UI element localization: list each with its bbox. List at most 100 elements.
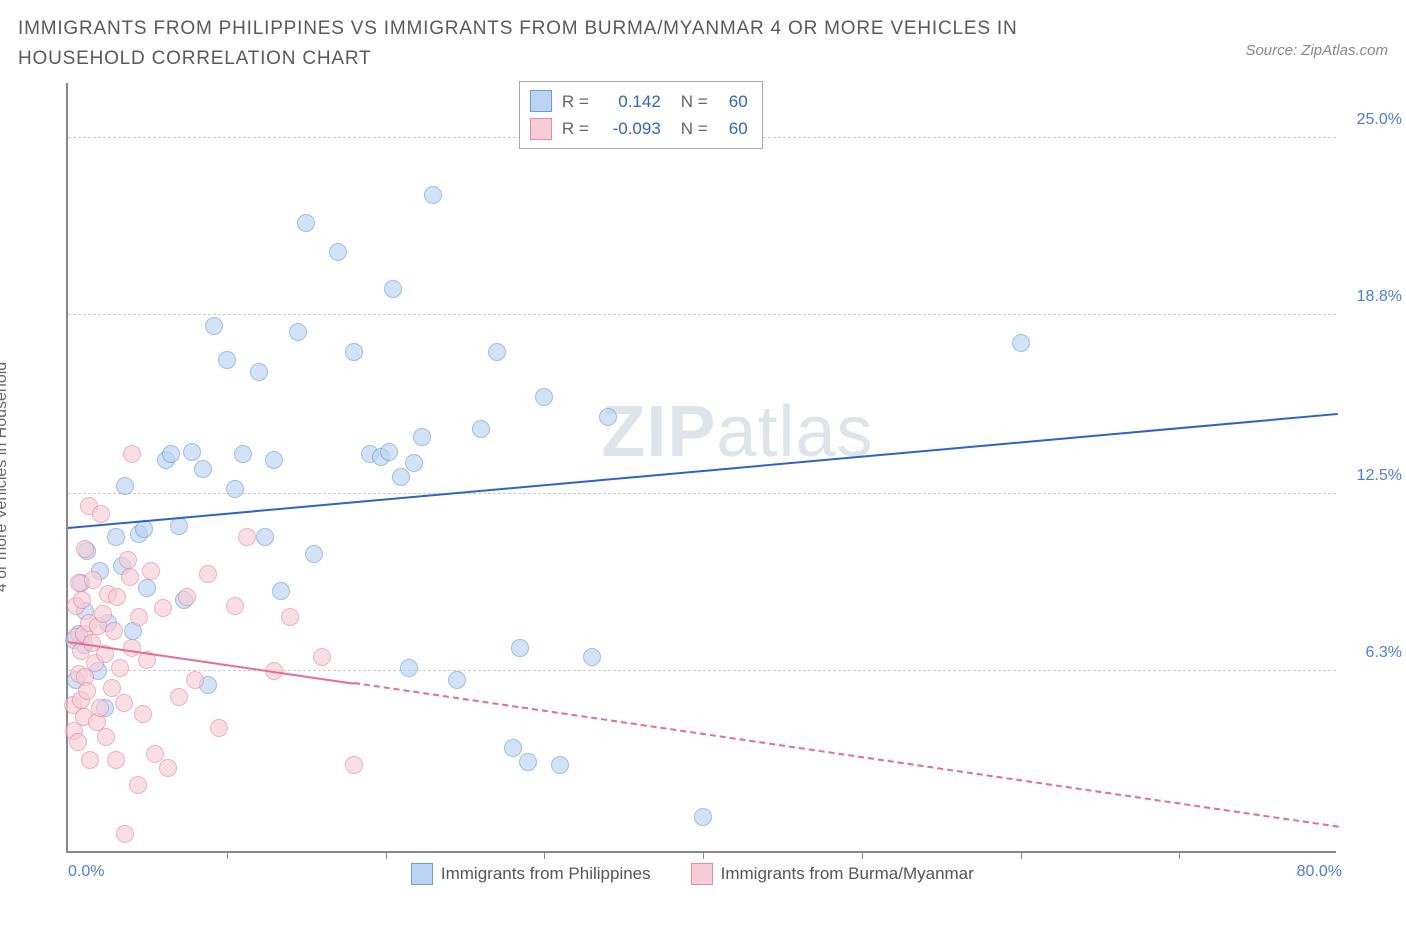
data-point	[108, 588, 126, 606]
data-point	[424, 186, 442, 204]
data-point	[119, 551, 137, 569]
data-point	[535, 388, 553, 406]
data-point	[551, 756, 569, 774]
data-point	[448, 671, 466, 689]
data-point	[218, 351, 236, 369]
legend-swatch	[530, 118, 552, 140]
data-point	[159, 759, 177, 777]
gridline	[68, 493, 1336, 494]
data-point	[583, 648, 601, 666]
data-point	[92, 505, 110, 523]
data-point	[256, 528, 274, 546]
data-point	[504, 739, 522, 757]
data-point	[694, 808, 712, 826]
data-point	[142, 562, 160, 580]
stats-legend-row: R =-0.093N =60	[530, 115, 748, 142]
stats-legend: R =0.142N =60R =-0.093N =60	[519, 81, 763, 149]
x-tick	[544, 851, 545, 859]
data-point	[281, 608, 299, 626]
data-point	[76, 540, 94, 558]
data-point	[313, 648, 331, 666]
data-point	[105, 622, 123, 640]
data-point	[345, 343, 363, 361]
legend-swatch	[691, 863, 713, 885]
data-point	[170, 688, 188, 706]
data-point	[84, 571, 102, 589]
data-point	[116, 477, 134, 495]
data-point	[1012, 334, 1030, 352]
data-point	[384, 280, 402, 298]
trend-line	[68, 412, 1338, 528]
data-point	[205, 317, 223, 335]
gridline	[68, 314, 1336, 315]
data-point	[329, 243, 347, 261]
x-min-label: 0.0%	[68, 863, 104, 881]
data-point	[599, 408, 617, 426]
data-point	[380, 443, 398, 461]
data-point	[511, 639, 529, 657]
data-point	[115, 694, 133, 712]
x-tick	[1021, 851, 1022, 859]
data-point	[107, 751, 125, 769]
x-tick	[862, 851, 863, 859]
x-tick	[386, 851, 387, 859]
data-point	[305, 545, 323, 563]
n-value: 60	[718, 88, 748, 115]
data-point	[392, 468, 410, 486]
data-point	[226, 597, 244, 615]
y-tick-label: 18.8%	[1357, 288, 1402, 306]
stats-legend-row: R =0.142N =60	[530, 88, 748, 115]
data-point	[162, 445, 180, 463]
data-point	[134, 705, 152, 723]
r-label: R =	[562, 115, 589, 142]
data-point	[107, 528, 125, 546]
r-value: 0.142	[599, 88, 661, 115]
data-point	[472, 420, 490, 438]
legend-swatch	[530, 90, 552, 112]
data-point	[289, 323, 307, 341]
data-point	[488, 343, 506, 361]
r-label: R =	[562, 88, 589, 115]
legend-swatch	[411, 863, 433, 885]
data-point	[116, 825, 134, 843]
series-legend-item: Immigrants from Philippines	[411, 863, 651, 885]
scatter-plot: ZIPatlas 6.3%12.5%18.8%25.0%0.0%80.0%R =…	[66, 83, 1336, 853]
data-point	[154, 599, 172, 617]
data-point	[238, 528, 256, 546]
data-point	[250, 363, 268, 381]
data-point	[413, 428, 431, 446]
x-max-label: 80.0%	[1297, 863, 1342, 881]
data-point	[123, 639, 141, 657]
series-legend-item: Immigrants from Burma/Myanmar	[691, 863, 974, 885]
data-point	[73, 591, 91, 609]
data-point	[78, 682, 96, 700]
series-legend-label: Immigrants from Burma/Myanmar	[721, 864, 974, 884]
watermark: ZIPatlas	[601, 391, 873, 473]
n-value: 60	[718, 115, 748, 142]
data-point	[97, 728, 115, 746]
data-point	[226, 480, 244, 498]
data-point	[345, 756, 363, 774]
r-value: -0.093	[599, 115, 661, 142]
data-point	[91, 699, 109, 717]
x-tick	[1179, 851, 1180, 859]
data-point	[183, 443, 201, 461]
data-point	[199, 565, 217, 583]
chart-title: IMMIGRANTS FROM PHILIPPINES VS IMMIGRANT…	[18, 14, 1118, 75]
source-credit: Source: ZipAtlas.com	[1245, 42, 1388, 59]
data-point	[265, 451, 283, 469]
data-point	[111, 659, 129, 677]
data-point	[519, 753, 537, 771]
data-point	[94, 605, 112, 623]
x-tick	[227, 851, 228, 859]
data-point	[210, 719, 228, 737]
data-point	[400, 659, 418, 677]
series-legend: Immigrants from Philippines Immigrants fr…	[411, 863, 974, 885]
data-point	[297, 214, 315, 232]
data-point	[138, 579, 156, 597]
data-point	[81, 751, 99, 769]
trend-line	[354, 682, 1339, 828]
y-tick-label: 25.0%	[1357, 111, 1402, 129]
data-point	[123, 445, 141, 463]
data-point	[194, 460, 212, 478]
